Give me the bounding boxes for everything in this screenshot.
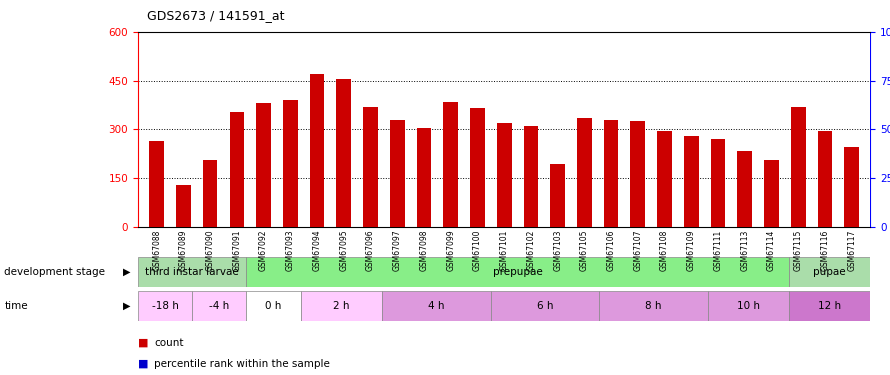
Bar (818, 131, 832, 227)
Bar (789, 291, 870, 321)
Bar (845, 147, 859, 227)
Text: pupae: pupae (813, 267, 846, 277)
Bar (203, 160, 217, 227)
Text: 8 h: 8 h (645, 301, 661, 310)
Bar (283, 100, 297, 227)
Bar (497, 123, 512, 227)
Bar (247, 291, 301, 321)
Bar (301, 291, 382, 321)
Bar (791, 106, 805, 227)
Text: 10 h: 10 h (737, 301, 760, 310)
Bar (711, 139, 725, 227)
Text: time: time (4, 301, 28, 310)
Bar (657, 131, 672, 227)
Bar (523, 126, 538, 227)
Bar (256, 104, 271, 227)
Bar (550, 164, 565, 227)
Bar (382, 291, 490, 321)
Bar (247, 257, 789, 287)
Bar (192, 291, 247, 321)
Bar (138, 257, 247, 287)
Text: ■: ■ (138, 359, 149, 369)
Bar (336, 79, 352, 227)
Bar (417, 128, 432, 227)
Bar (176, 184, 190, 227)
Bar (363, 106, 378, 227)
Bar (138, 291, 192, 321)
Bar (577, 118, 592, 227)
Bar (599, 291, 708, 321)
Text: 6 h: 6 h (537, 301, 553, 310)
Bar (310, 74, 325, 227)
Text: development stage: development stage (4, 267, 105, 277)
Bar (630, 121, 645, 227)
Text: ■: ■ (138, 338, 149, 348)
Bar (789, 257, 870, 287)
Text: GDS2673 / 141591_at: GDS2673 / 141591_at (147, 9, 284, 22)
Bar (603, 120, 619, 227)
Text: count: count (154, 338, 183, 348)
Text: prepupae: prepupae (493, 267, 543, 277)
Text: 2 h: 2 h (333, 301, 350, 310)
Text: percentile rank within the sample: percentile rank within the sample (154, 359, 330, 369)
Bar (684, 136, 699, 227)
Bar (230, 111, 244, 227)
Text: 12 h: 12 h (818, 301, 841, 310)
Bar (443, 102, 458, 227)
Bar (470, 108, 485, 227)
Text: 4 h: 4 h (428, 301, 445, 310)
Text: ▶: ▶ (124, 267, 131, 277)
Bar (490, 291, 599, 321)
Text: 0 h: 0 h (265, 301, 282, 310)
Text: ▶: ▶ (124, 301, 131, 310)
Text: -18 h: -18 h (151, 301, 179, 310)
Text: -4 h: -4 h (209, 301, 230, 310)
Bar (390, 120, 405, 227)
Bar (765, 160, 779, 227)
Bar (708, 291, 789, 321)
Bar (738, 150, 752, 227)
Text: third instar larvae: third instar larvae (145, 267, 239, 277)
Bar (150, 141, 164, 227)
